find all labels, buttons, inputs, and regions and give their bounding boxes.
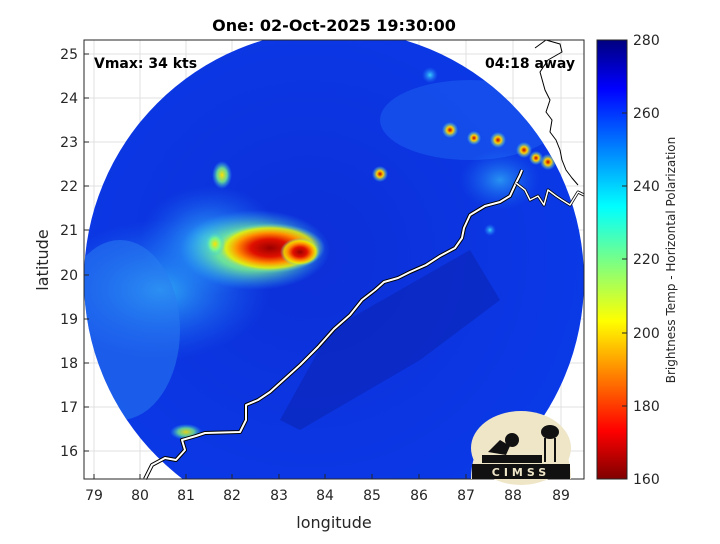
x-tick-label: 89 [552,488,570,504]
colorbar-tick-label: 280 [633,33,660,49]
y-tick-label: 19 [60,312,78,328]
axes-box [83,39,585,480]
y-tick-label: 18 [60,356,78,372]
colorbar-tick-label: 180 [633,399,660,415]
microwave-swath [84,40,584,479]
colorbar-tick-label: 160 [633,472,660,488]
x-tick-label: 84 [316,488,334,504]
colorbar-tick-label: 260 [633,106,660,122]
x-tick-label: 81 [177,488,195,504]
x-tick-label: 83 [270,488,288,504]
x-tick-label: 80 [131,488,149,504]
y-tick-label: 22 [60,179,78,195]
water-tower-icon [541,425,559,462]
x-tick-label: 85 [363,488,381,504]
y-tick-label: 20 [60,268,78,284]
cimss-logo: CIMSS [471,411,571,485]
plot-title: One: 02-Oct-2025 19:30:00 [212,16,456,35]
colorbar-tick-label: 200 [633,326,660,342]
colorbar-tick-label: 220 [633,252,660,268]
x-tick-label: 88 [504,488,522,504]
colorbar-tick-label: 240 [633,179,660,195]
y-tick-label: 21 [60,223,78,239]
y-tick-label: 17 [60,400,78,416]
logo-text: CIMSS [492,466,550,479]
y-axis-label: latitude [33,229,52,290]
time-away-annotation: 04:18 away [485,56,575,72]
coastline [143,39,585,480]
y-tick-label: 23 [60,135,78,151]
x-tick-label: 82 [223,488,241,504]
y-tick-label: 16 [60,444,78,460]
y-tick-label: 25 [60,47,78,63]
vmax-annotation: Vmax: 34 kts [94,56,197,72]
x-tick-label: 87 [457,488,475,504]
x-tick-label: 86 [410,488,428,504]
y-tick-label: 24 [60,91,78,107]
colorbar-label: Brightness Temp - Horizontal Polarizatio… [664,137,678,384]
x-axis-label: longitude [296,513,371,532]
x-tick-label: 79 [85,488,103,504]
satellite-dish-icon [488,440,510,455]
